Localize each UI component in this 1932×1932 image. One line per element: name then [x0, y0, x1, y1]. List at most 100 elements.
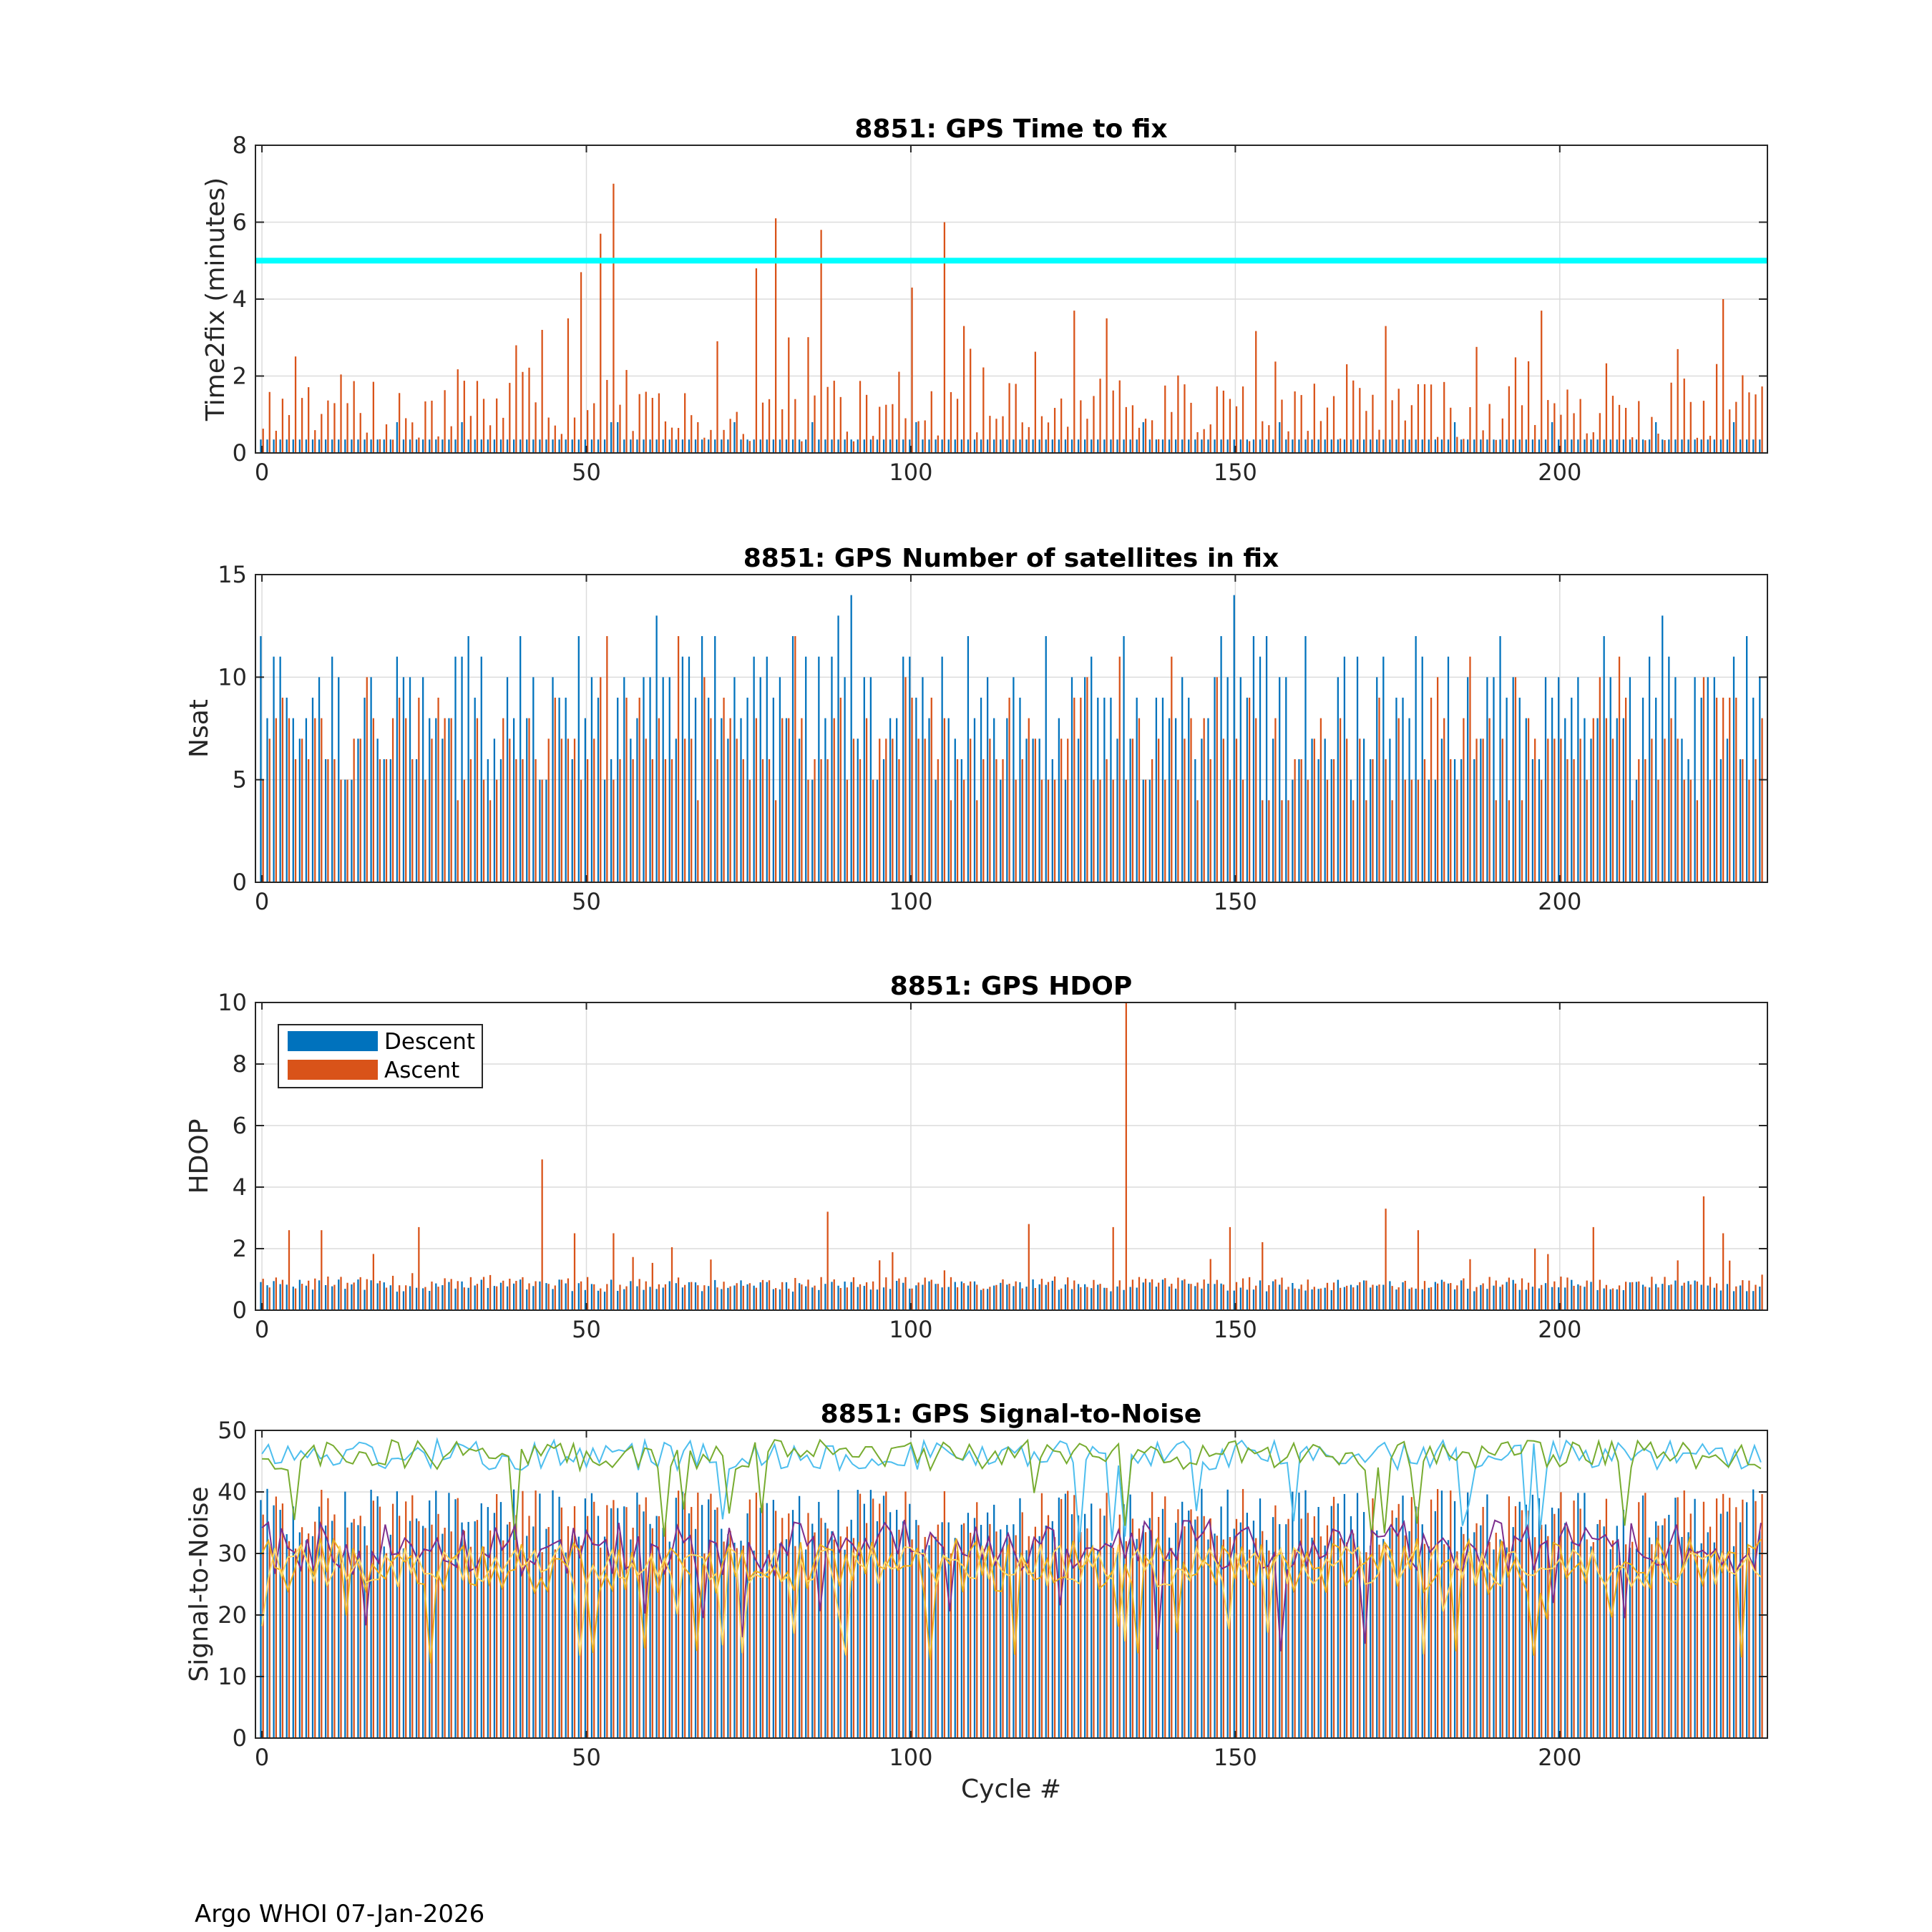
bar-ascent — [1644, 1287, 1646, 1310]
bar-ascent — [308, 1280, 310, 1310]
bar-ascent — [1715, 1498, 1718, 1738]
bar-ascent — [794, 399, 796, 453]
bar-ascent — [852, 1538, 855, 1738]
bar-descent — [441, 439, 444, 453]
bar-descent — [383, 1282, 385, 1310]
bar-ascent — [1508, 800, 1511, 882]
bar-ascent — [1436, 1488, 1439, 1738]
bar-ascent — [366, 1279, 368, 1310]
bar-descent — [986, 439, 989, 453]
bar-descent — [1389, 738, 1391, 882]
bar-descent — [1155, 439, 1158, 453]
bar-ascent — [1080, 1287, 1082, 1310]
bar-descent — [746, 1513, 748, 1738]
bar-ascent — [638, 1504, 640, 1738]
bar-descent — [1181, 439, 1184, 453]
bar-ascent — [560, 738, 562, 882]
bar-ascent — [294, 1548, 297, 1738]
bar-descent — [402, 439, 405, 453]
bar-descent — [1447, 656, 1450, 882]
bar-ascent — [684, 393, 686, 453]
bar-descent — [1181, 1501, 1184, 1738]
bar-descent — [1304, 636, 1307, 882]
bar-ascent — [600, 677, 602, 882]
bar-ascent — [1158, 1282, 1160, 1310]
bar-ascent — [1566, 1526, 1568, 1738]
bar-descent — [1142, 1526, 1144, 1738]
bar-ascent — [1566, 759, 1568, 882]
bar-descent — [1402, 1496, 1404, 1738]
bar-ascent — [613, 1233, 615, 1310]
bar-ascent — [1196, 1516, 1199, 1738]
bar-ascent — [956, 1551, 959, 1738]
bar-ascent — [670, 427, 673, 453]
bar-ascent — [1067, 1277, 1069, 1310]
bar-descent — [1168, 439, 1171, 453]
bar-descent — [1194, 1286, 1196, 1310]
bar-ascent — [399, 698, 401, 882]
bar-ascent — [1469, 656, 1471, 882]
bar-ascent — [1670, 1544, 1672, 1738]
bar-descent — [1752, 1291, 1755, 1310]
bar-ascent — [1599, 1279, 1601, 1310]
bar-ascent — [885, 738, 887, 882]
bar-ascent — [547, 738, 550, 882]
y-tick-label: 5 — [233, 766, 247, 794]
bar-ascent — [1365, 1280, 1367, 1310]
bar-descent — [1382, 656, 1385, 882]
bar-descent — [1304, 439, 1307, 453]
bar-descent — [1097, 439, 1099, 453]
bar-descent — [1103, 1287, 1106, 1310]
bar-descent — [1285, 677, 1287, 882]
x-tick-label: 150 — [1214, 1316, 1257, 1343]
bar-descent — [331, 439, 333, 453]
bar-ascent — [826, 759, 829, 882]
bar-descent — [1298, 1289, 1300, 1310]
bar-descent — [506, 677, 509, 882]
bar-descent — [389, 1285, 391, 1310]
bar-descent — [636, 1492, 638, 1738]
bar-ascent — [1553, 738, 1556, 882]
bar-descent — [973, 1281, 976, 1310]
bar-ascent — [340, 1277, 342, 1310]
bar-descent — [1629, 1547, 1631, 1738]
bar-ascent — [1618, 1552, 1621, 1738]
bar-descent — [759, 439, 761, 453]
bar-descent — [1045, 439, 1047, 453]
bar-descent — [389, 1534, 391, 1738]
bar-ascent — [1638, 1502, 1640, 1738]
bar-descent — [1142, 1282, 1144, 1310]
bar-descent — [662, 677, 664, 882]
bar-ascent — [684, 738, 686, 882]
bar-descent — [1324, 439, 1326, 453]
bar-descent — [1408, 1289, 1410, 1310]
bar-descent — [708, 1499, 710, 1738]
bar-descent — [519, 1279, 522, 1310]
bar-descent — [935, 779, 937, 882]
bar-descent — [772, 439, 774, 453]
bar-descent — [649, 439, 651, 453]
bar-ascent — [496, 1286, 498, 1310]
bar-descent — [668, 439, 670, 453]
bar-ascent — [1508, 386, 1511, 453]
bar-descent — [1687, 439, 1689, 453]
bar-ascent — [1262, 421, 1264, 453]
bar-ascent — [1651, 416, 1653, 453]
bar-ascent — [729, 419, 731, 453]
bar-descent — [1486, 1289, 1488, 1310]
bar-descent — [305, 1285, 308, 1310]
bar-ascent — [645, 391, 647, 453]
bar-ascent — [353, 381, 355, 453]
bar-descent — [1239, 439, 1241, 453]
bar-ascent — [1203, 718, 1205, 882]
bar-ascent — [502, 718, 504, 882]
bar-ascent — [976, 432, 978, 453]
bar-descent — [1739, 759, 1742, 882]
bar-ascent — [658, 1516, 660, 1738]
bar-descent — [831, 656, 833, 882]
bar-ascent — [1235, 406, 1238, 453]
bar-ascent — [1332, 759, 1335, 882]
bar-descent — [344, 1491, 346, 1738]
bar-ascent — [399, 393, 401, 453]
